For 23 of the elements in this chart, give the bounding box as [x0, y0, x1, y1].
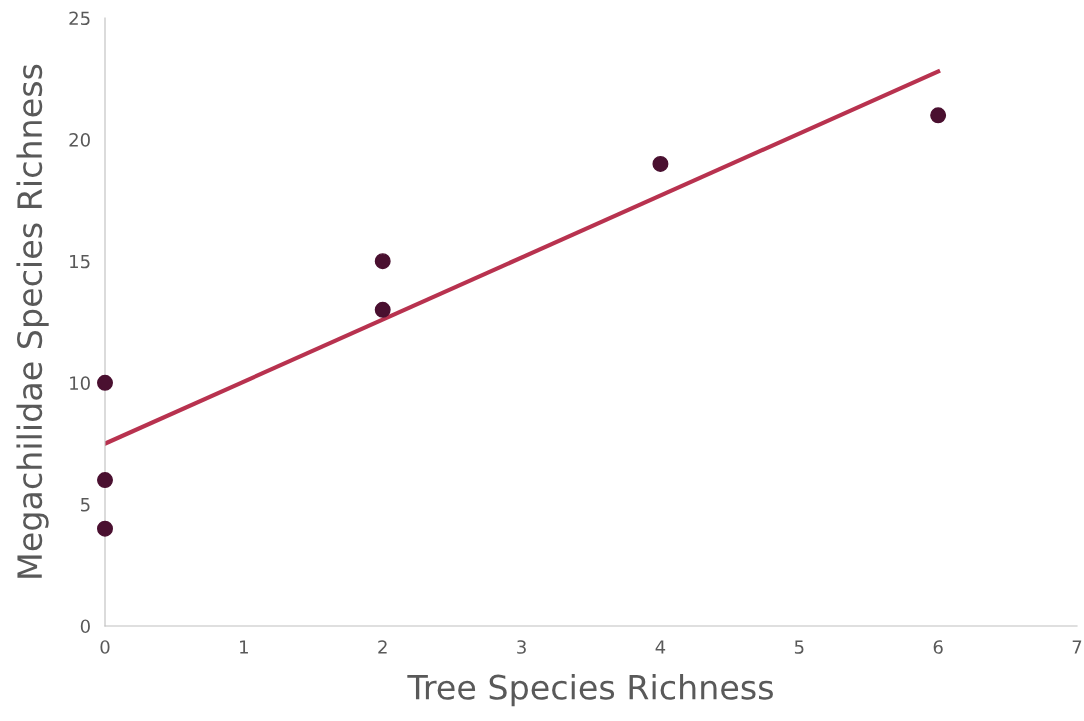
x-tick-label: 4 — [655, 640, 666, 654]
point — [97, 472, 113, 489]
x-tick-label: 2 — [378, 640, 387, 654]
y-axis-title: Megachilidae Species Richness — [16, 64, 49, 578]
y-tick-label: 10 — [70, 376, 90, 390]
y-tick-label: 20 — [69, 133, 90, 147]
point — [97, 374, 113, 391]
x-tick-label: 3 — [517, 640, 526, 654]
x-tick-label: 5 — [794, 640, 804, 654]
x-tick-label: 7 — [1072, 640, 1082, 654]
y-tick-label: 0 — [80, 619, 90, 634]
point — [374, 253, 391, 270]
point — [930, 107, 947, 124]
point — [97, 520, 113, 537]
y-tick-label: 25 — [69, 11, 90, 26]
point — [652, 155, 669, 172]
y-tick-label: 5 — [81, 498, 90, 512]
point — [374, 301, 391, 318]
x-axis-title: Tree Species Richness — [407, 674, 773, 707]
x-tick-label: 1 — [240, 640, 248, 654]
y-tick-label: 15 — [70, 254, 90, 269]
x-tick-label: 0 — [100, 640, 110, 654]
x-tick-label: 6 — [933, 640, 943, 654]
